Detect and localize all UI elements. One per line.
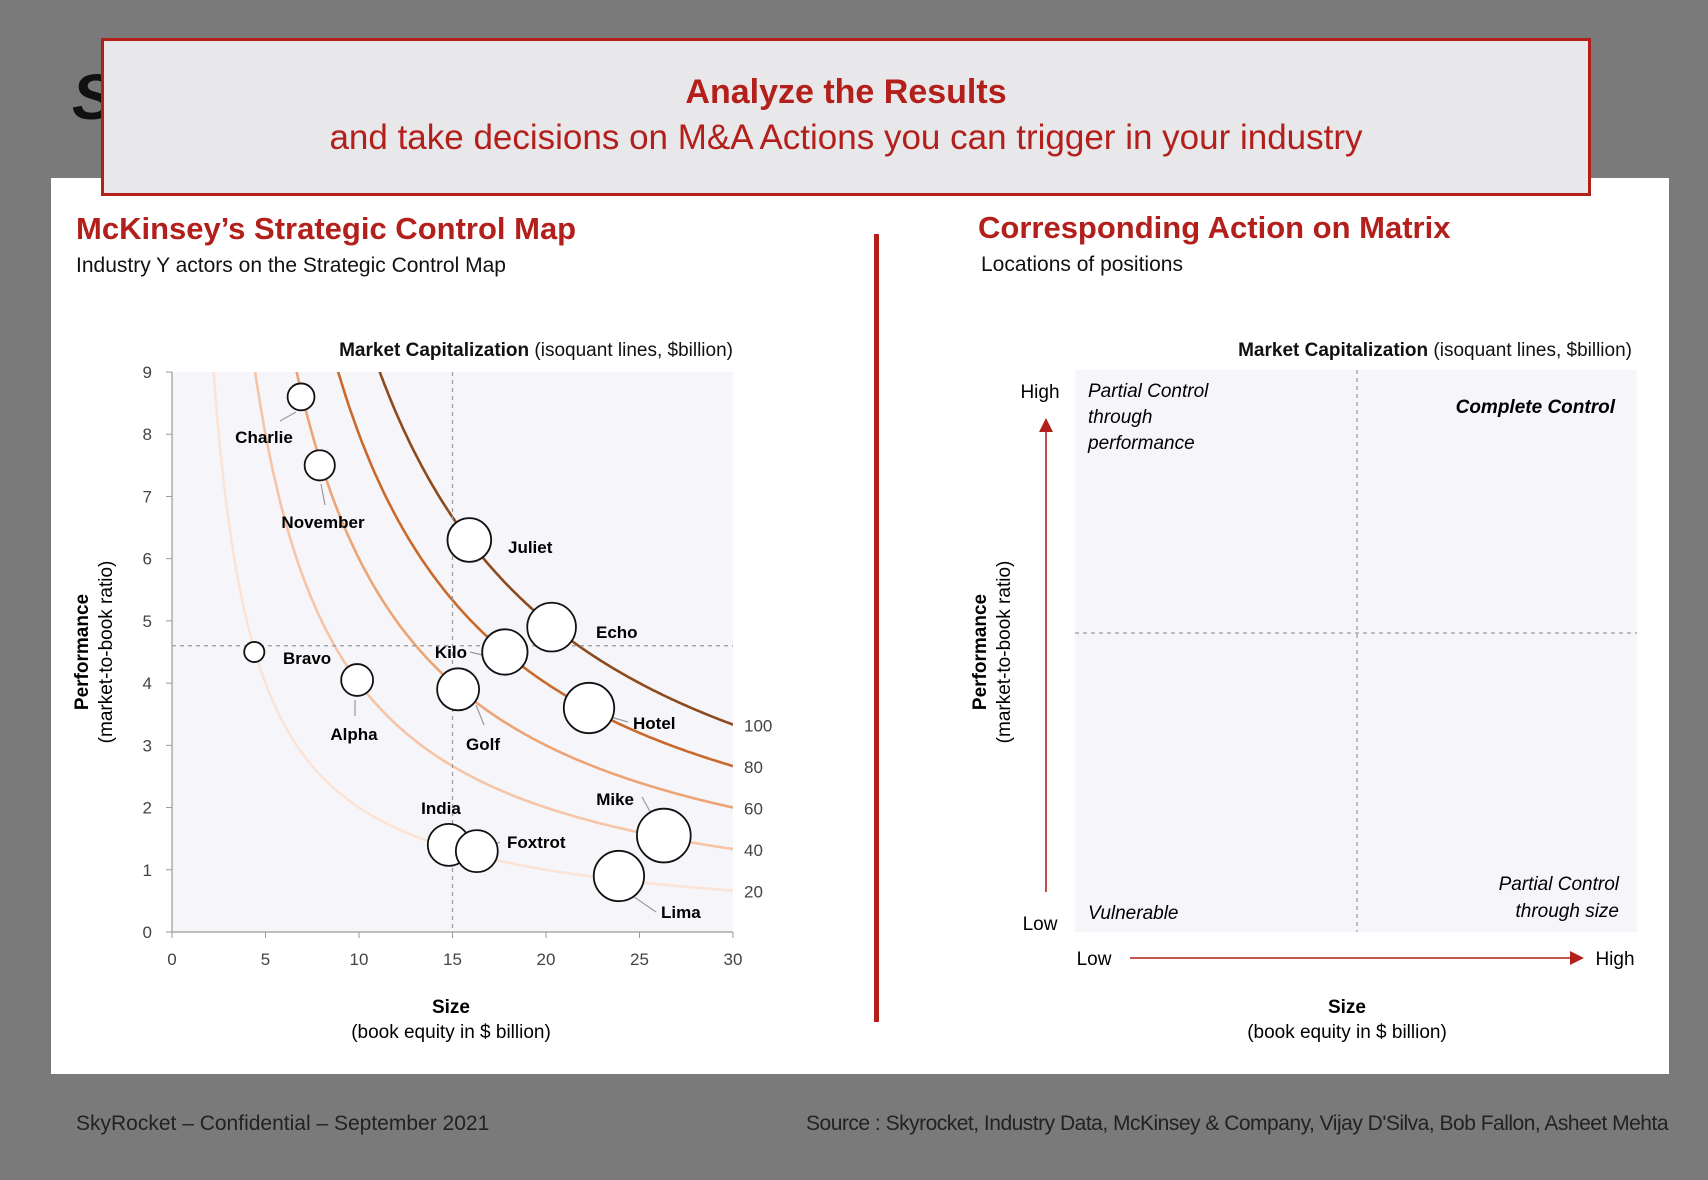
left-x-axis-sublabel: (book equity in $ billion) — [351, 1022, 551, 1043]
x-tick-label: 5 — [261, 950, 270, 969]
isoquant-label-80: 80 — [744, 758, 763, 777]
left-x-axis-label: Size — [432, 997, 470, 1018]
matrix-y-low: Low — [1023, 914, 1058, 935]
quadrant-top-right: Complete Control — [1456, 397, 1616, 418]
bubble-label-november: November — [281, 513, 365, 532]
bubble-kilo — [481, 628, 529, 676]
x-tick-label: 25 — [630, 950, 649, 969]
y-tick-label: 9 — [143, 363, 152, 382]
bubble-label-charlie: Charlie — [235, 428, 293, 447]
banner-subtitle: and take decisions on M&A Actions you ca… — [329, 118, 1363, 157]
leader-line-charlie — [279, 411, 297, 422]
y-tick-label: 2 — [143, 799, 152, 818]
footer-confidential: SkyRocket – Confidential – September 202… — [76, 1112, 490, 1135]
bubble-bravo — [243, 641, 266, 663]
left-y-axis-sublabel: (market-to-book ratio) — [96, 561, 117, 744]
bubble-label-echo: Echo — [596, 623, 638, 642]
matrix-area — [1075, 370, 1637, 932]
bubble-mike — [636, 807, 692, 864]
right-x-axis-sublabel: (book equity in $ billion) — [1247, 1022, 1447, 1043]
headline-banner: Analyze the Results and take decisions o… — [101, 38, 1591, 196]
bubble-golf — [436, 667, 481, 712]
leader-line-november — [320, 483, 326, 506]
right-y-axis-label: Performance — [970, 594, 991, 710]
x-tick-label: 0 — [167, 950, 176, 969]
bubble-label-foxtrot: Foxtrot — [507, 833, 566, 852]
y-axis-arrow-head — [1039, 418, 1053, 432]
y-tick-label: 7 — [143, 487, 152, 506]
y-tick-label: 1 — [143, 861, 152, 880]
left-panel-subtitle: Industry Y actors on the Strategic Contr… — [76, 254, 506, 277]
bubble-hotel — [562, 681, 616, 735]
matrix-x-low: Low — [1077, 949, 1112, 970]
matrix-x-high: High — [1595, 949, 1634, 970]
y-tick-label: 3 — [143, 736, 152, 755]
bubble-label-india: India — [421, 799, 461, 818]
bubble-label-golf: Golf — [466, 735, 500, 754]
bubble-november — [303, 449, 336, 482]
bubble-label-juliet: Juliet — [508, 538, 553, 557]
bubble-foxtrot — [454, 829, 499, 874]
isoquant-label-40: 40 — [744, 841, 763, 860]
x-tick-label: 20 — [537, 950, 556, 969]
right-y-axis-sublabel: (market-to-book ratio) — [994, 561, 1015, 744]
isoquant-label-60: 60 — [744, 800, 763, 819]
bubble-alpha — [340, 663, 374, 697]
bubble-label-mike: Mike — [596, 790, 634, 809]
isoquant-label-20: 20 — [744, 883, 763, 902]
y-tick-label: 6 — [143, 550, 152, 569]
bubble-juliet — [446, 517, 493, 563]
isoquant-line-60 — [295, 372, 733, 809]
quadrant-top-left-line: performance — [1087, 433, 1195, 454]
right-chart-title: Market Capitalization (isoquant lines, $… — [1238, 340, 1632, 361]
quadrant-bottom-right-line: Partial Control — [1499, 874, 1620, 895]
isoquant-line-80 — [336, 372, 733, 768]
banner-title: Analyze the Results — [685, 73, 1007, 111]
quadrant-bottom-left: Vulnerable — [1088, 903, 1179, 924]
panel-divider — [874, 234, 879, 1022]
x-axis-arrow-head — [1570, 951, 1584, 965]
bubble-echo — [526, 601, 577, 653]
y-tick-label: 0 — [143, 923, 152, 942]
bubble-label-lima: Lima — [661, 903, 701, 922]
left-panel-title: McKinsey’s Strategic Control Map — [76, 211, 577, 246]
y-tick-label: 5 — [143, 612, 152, 631]
quadrant-bottom-right-line: through size — [1515, 901, 1619, 922]
left-y-axis-label: Performance — [72, 594, 93, 710]
bubble-label-hotel: Hotel — [633, 714, 676, 733]
isoquant-label-100: 100 — [744, 717, 772, 736]
quadrant-top-left-line: Partial Control — [1088, 381, 1209, 402]
bubble-charlie — [286, 382, 316, 412]
leader-line-golf — [475, 704, 485, 726]
footer-source: Source : Skyrocket, Industry Data, McKin… — [806, 1112, 1668, 1135]
matrix-y-high: High — [1020, 382, 1059, 403]
right-panel-subtitle: Locations of positions — [981, 253, 1183, 276]
left-chart-title: Market Capitalization (isoquant lines, $… — [339, 340, 733, 361]
right-panel-title: Corresponding Action on Matrix — [978, 210, 1451, 245]
quadrant-top-left-line: through — [1088, 407, 1152, 428]
bubble-label-alpha: Alpha — [330, 725, 378, 744]
x-tick-label: 10 — [350, 950, 369, 969]
bubble-label-bravo: Bravo — [283, 649, 331, 668]
x-tick-label: 15 — [443, 950, 462, 969]
bubble-label-kilo: Kilo — [435, 643, 467, 662]
y-tick-label: 8 — [143, 425, 152, 444]
right-x-axis-label: Size — [1328, 997, 1366, 1018]
x-tick-label: 30 — [724, 950, 743, 969]
y-tick-label: 4 — [143, 674, 152, 693]
bubble-lima — [592, 849, 646, 903]
